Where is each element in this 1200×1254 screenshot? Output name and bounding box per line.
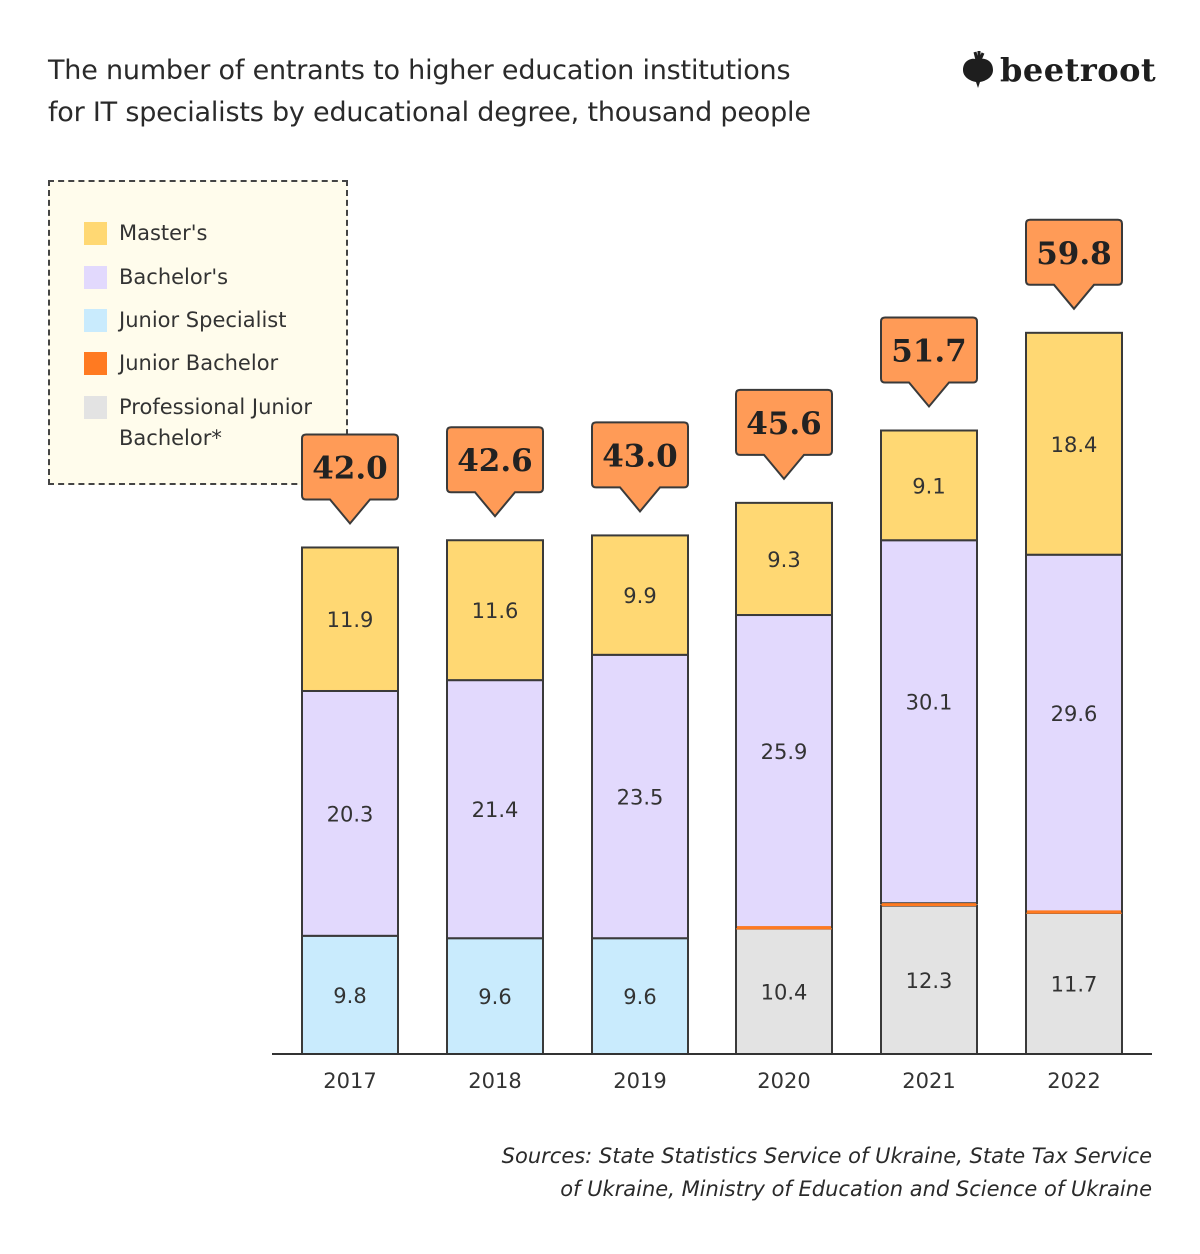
total-callout	[880, 316, 978, 409]
x-tick-label: 2019	[613, 1069, 666, 1093]
x-tick-label: 2022	[1047, 1069, 1100, 1093]
data-label: 9.6	[478, 985, 511, 1009]
data-label: 9.3	[767, 548, 800, 572]
sources-line-2: of Ukraine, Ministry of Education and Sc…	[560, 1177, 1152, 1201]
data-label: 11.7	[1051, 972, 1098, 996]
legend-item: Bachelor's	[84, 262, 228, 293]
bar-segment	[735, 614, 833, 929]
legend-label: Junior Bachelor	[119, 351, 279, 375]
data-label: 12.3	[906, 969, 953, 993]
bar-segment	[301, 934, 399, 1056]
data-label: 23.5	[617, 786, 664, 810]
bar-segment	[1025, 553, 1123, 913]
bar-segment	[880, 539, 978, 905]
data-label: 18.4	[1051, 433, 1098, 457]
x-tick-label: 2018	[468, 1069, 521, 1093]
title-line-2: for IT specialists by educational degree…	[48, 97, 811, 128]
bar-segment	[1025, 331, 1123, 556]
legend-item: Professional Junior Bachelor*	[84, 392, 329, 454]
title-line-1: The number of entrants to higher educati…	[48, 55, 791, 86]
data-label: 29.6	[1051, 702, 1098, 726]
chart-title: The number of entrants to higher educati…	[48, 50, 811, 134]
bar-segment	[735, 927, 833, 1055]
legend-label: Bachelor's	[119, 265, 229, 289]
legend-label: Junior Specialist	[119, 308, 287, 332]
total-callout	[591, 421, 689, 513]
legend-item: Junior Specialist	[84, 305, 286, 336]
data-label: 25.9	[761, 740, 808, 764]
logo-text: beetroot	[1000, 51, 1157, 89]
total-callout	[1025, 218, 1123, 311]
legend-swatch	[84, 396, 107, 419]
total-callout	[301, 433, 399, 526]
total-label: 59.8	[1036, 236, 1112, 272]
bar-segment	[446, 679, 544, 940]
data-label: 30.1	[906, 691, 953, 715]
legend-swatch	[84, 266, 107, 289]
legend-swatch	[84, 352, 107, 375]
data-label: 9.9	[623, 584, 656, 608]
data-label: 20.3	[327, 802, 374, 826]
bar-segment	[301, 546, 399, 692]
bar-segment	[880, 429, 978, 542]
legend-swatch	[84, 222, 107, 245]
data-label: 11.9	[327, 608, 374, 632]
data-label: 11.6	[472, 599, 519, 623]
bar-segment	[446, 539, 544, 682]
data-label: 10.4	[761, 980, 808, 1004]
bar-segment	[735, 501, 833, 617]
data-label: 9.8	[333, 984, 366, 1008]
total-label: 42.0	[312, 450, 388, 486]
total-label: 51.7	[891, 333, 967, 369]
bar-segment	[591, 534, 689, 656]
sources-line-1: Sources: State Statistics Service of Ukr…	[501, 1144, 1152, 1168]
x-tick-label: 2021	[902, 1069, 955, 1093]
total-callout	[446, 426, 544, 518]
total-label: 42.6	[457, 443, 533, 479]
bar-segment	[301, 689, 399, 937]
total-callout	[735, 388, 833, 481]
total-label: 45.6	[746, 406, 822, 442]
data-label: 21.4	[472, 798, 519, 822]
sources: Sources: State Statistics Service of Ukr…	[502, 1140, 1152, 1206]
legend-label: Master's	[119, 221, 208, 245]
data-label: 9.1	[912, 474, 945, 498]
legend-swatch	[84, 309, 107, 332]
x-tick-label: 2020	[757, 1069, 810, 1093]
bar-segment	[446, 937, 544, 1055]
total-label: 43.0	[602, 438, 678, 474]
beet-icon	[963, 51, 993, 88]
x-tick-label: 2017	[323, 1069, 376, 1093]
legend-item: Junior Bachelor	[84, 348, 278, 379]
bar-segment	[591, 937, 689, 1055]
bar-segment	[880, 904, 978, 1055]
data-label: 9.6	[623, 985, 656, 1009]
legend-label: Professional Junior Bachelor*	[119, 395, 313, 450]
legend-item: Master's	[84, 218, 207, 249]
bar-segment	[591, 653, 689, 940]
legend: Master's Bachelor's Junior Specialist Junio…	[48, 180, 348, 485]
beetroot-logo: beetroot	[962, 50, 1156, 90]
